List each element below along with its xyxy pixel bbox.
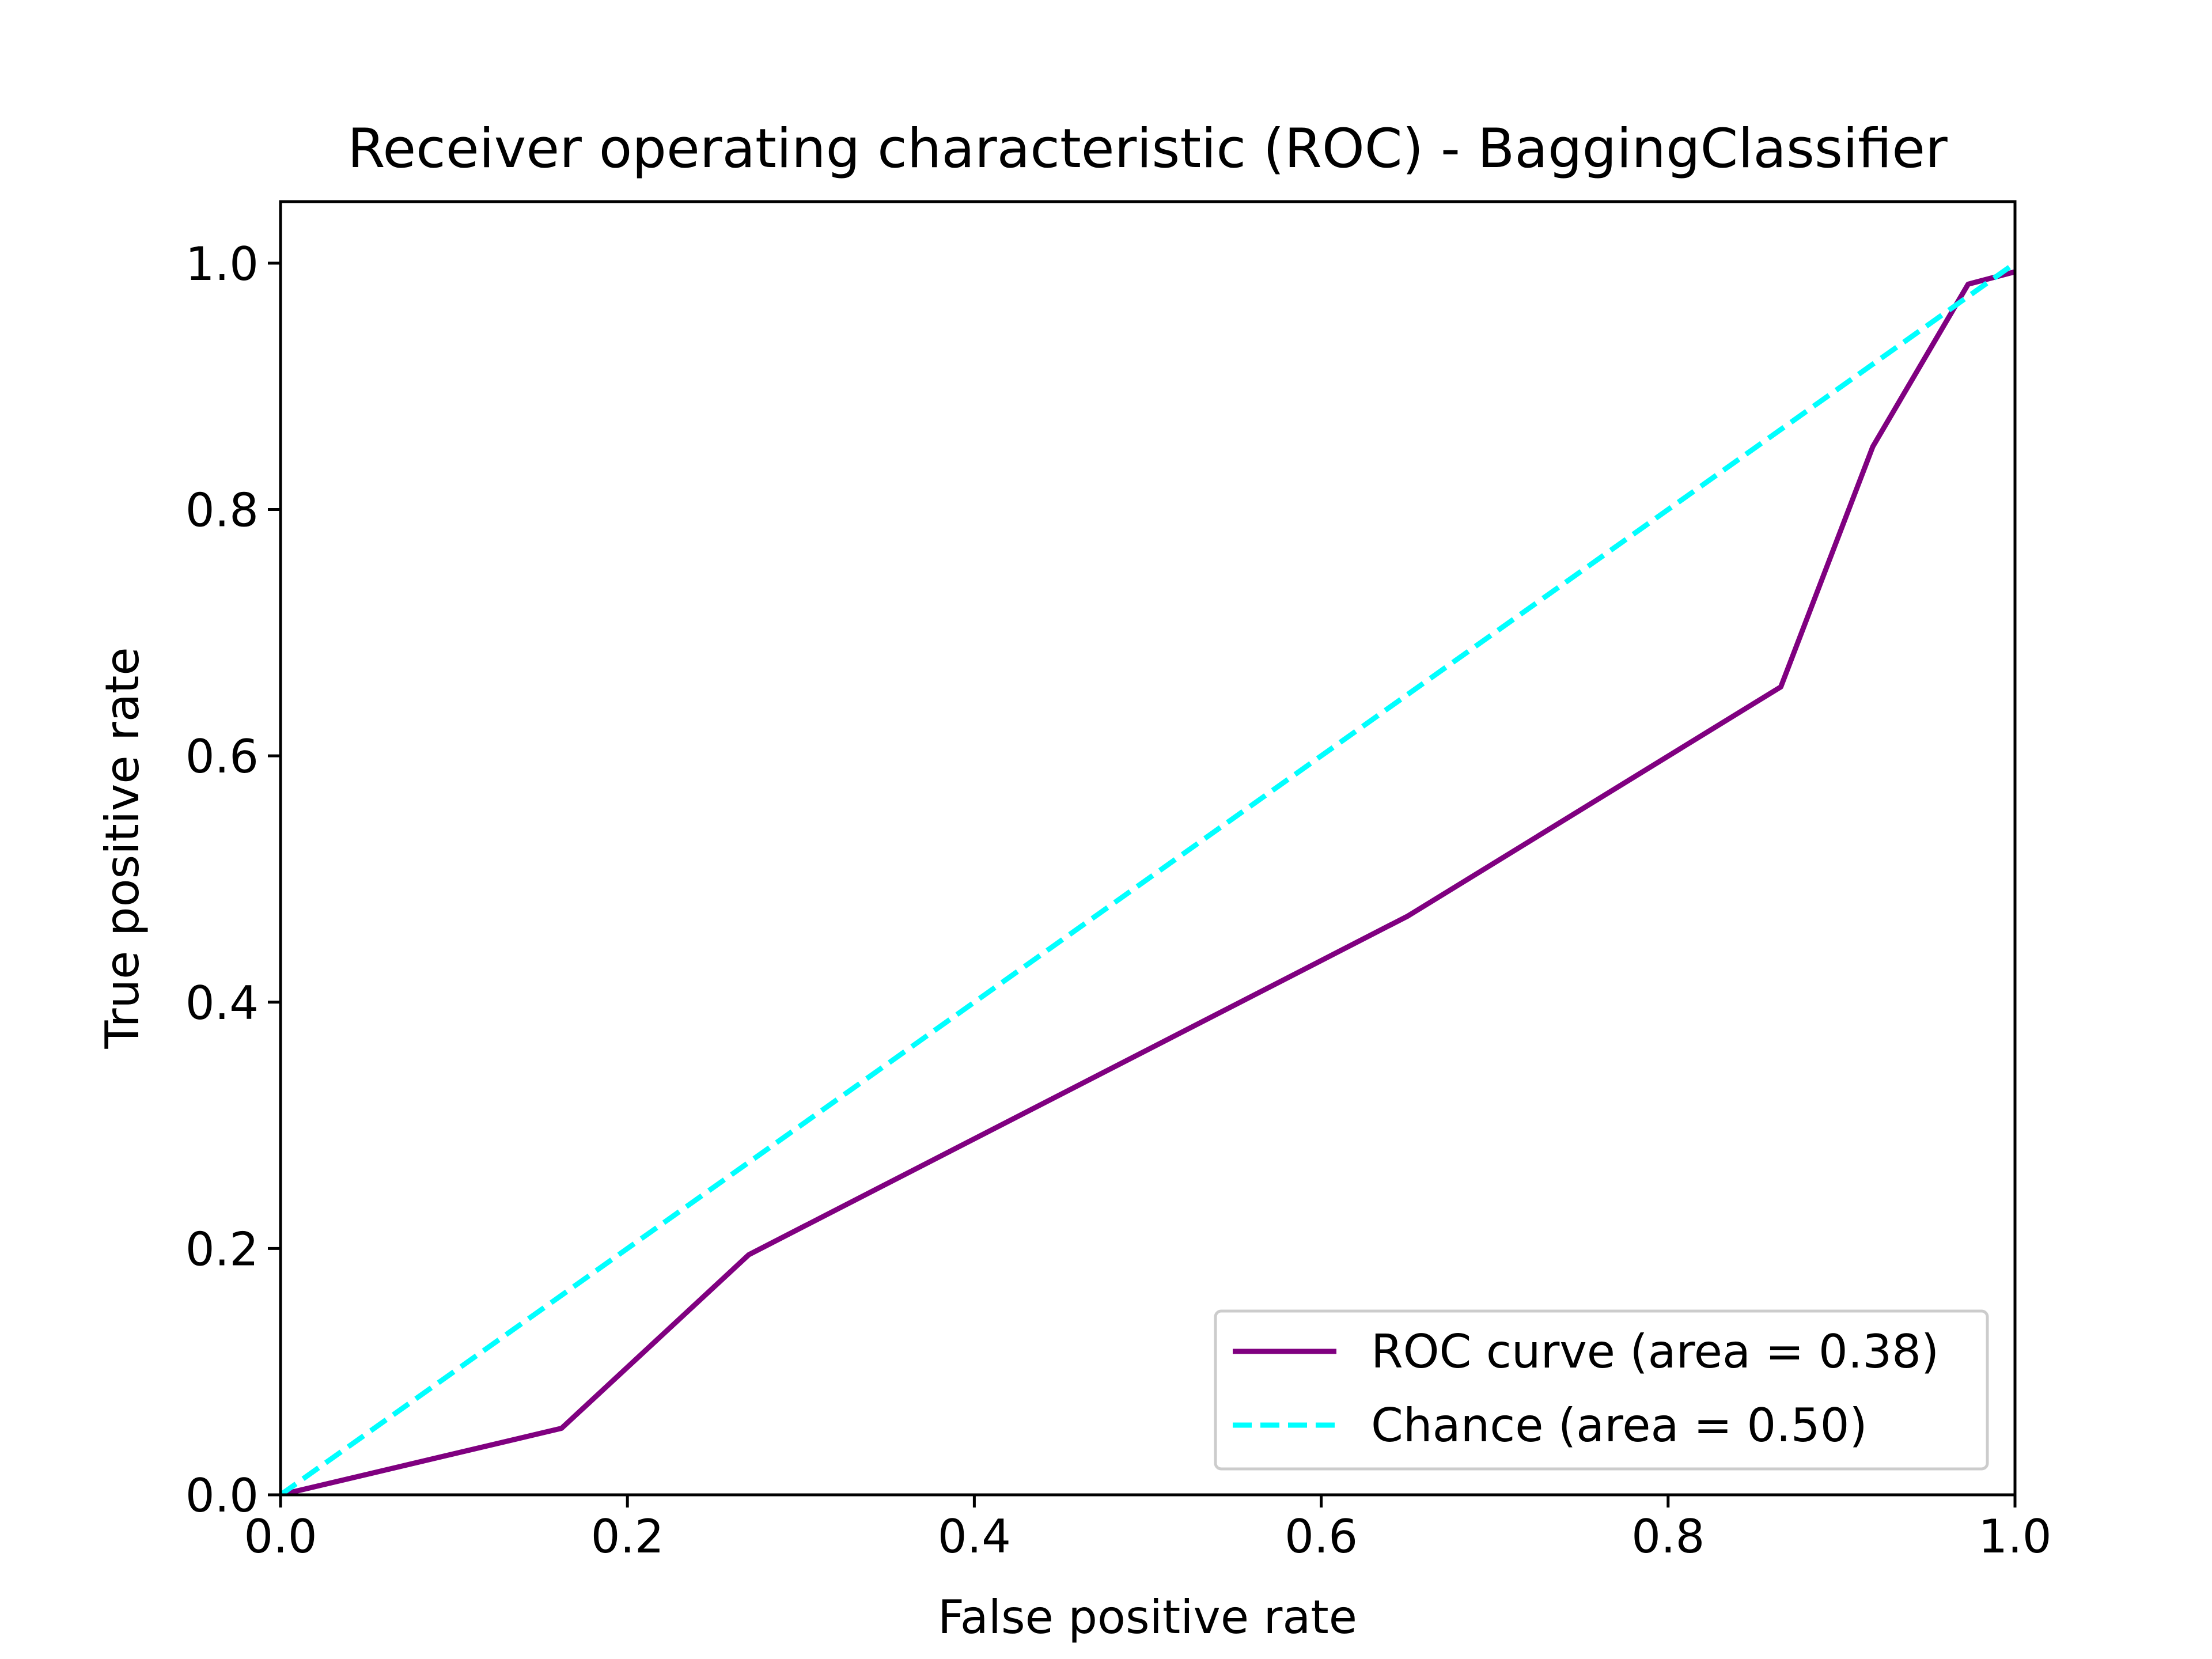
y-axis-label: True positive rate bbox=[96, 647, 149, 1049]
roc-curve-line bbox=[281, 269, 2015, 1495]
x-axis-label: False positive rate bbox=[938, 1590, 1357, 1644]
y-tick-label: 1.0 bbox=[185, 237, 259, 291]
axes-frame bbox=[279, 200, 2017, 1497]
x-tick-label: 0.0 bbox=[244, 1510, 317, 1563]
legend-label-chance: Chance (area = 0.50) bbox=[1371, 1399, 1868, 1452]
y-tick-label: 0.8 bbox=[185, 484, 259, 537]
x-tick-label: 0.8 bbox=[1631, 1510, 1705, 1563]
chart-title: Receiver operating characteristic (ROC) … bbox=[347, 118, 1948, 180]
axis-ticks: 0.0 0.2 0.4 0.6 0.8 1.0 0.0 0.2 0.4 0.6 0.8 1.0 bbox=[185, 237, 2052, 1563]
x-tick-label: 0.6 bbox=[1285, 1510, 1358, 1563]
chance-line bbox=[281, 261, 2015, 1495]
plot-area bbox=[281, 261, 2015, 1495]
legend: ROC curve (area = 0.38) Chance (area = 0… bbox=[1214, 1309, 1989, 1471]
y-tick-label: 0.6 bbox=[185, 730, 259, 783]
legend-label-roc: ROC curve (area = 0.38) bbox=[1371, 1325, 1939, 1378]
y-tick-label: 0.2 bbox=[185, 1222, 259, 1276]
x-tick-label: 0.2 bbox=[591, 1510, 664, 1563]
x-tick-label: 1.0 bbox=[1978, 1510, 2051, 1563]
y-tick-label: 0.0 bbox=[185, 1469, 259, 1522]
y-tick-label: 0.4 bbox=[185, 976, 259, 1030]
legend-box bbox=[1214, 1309, 1989, 1471]
x-tick-label: 0.4 bbox=[938, 1510, 1011, 1563]
